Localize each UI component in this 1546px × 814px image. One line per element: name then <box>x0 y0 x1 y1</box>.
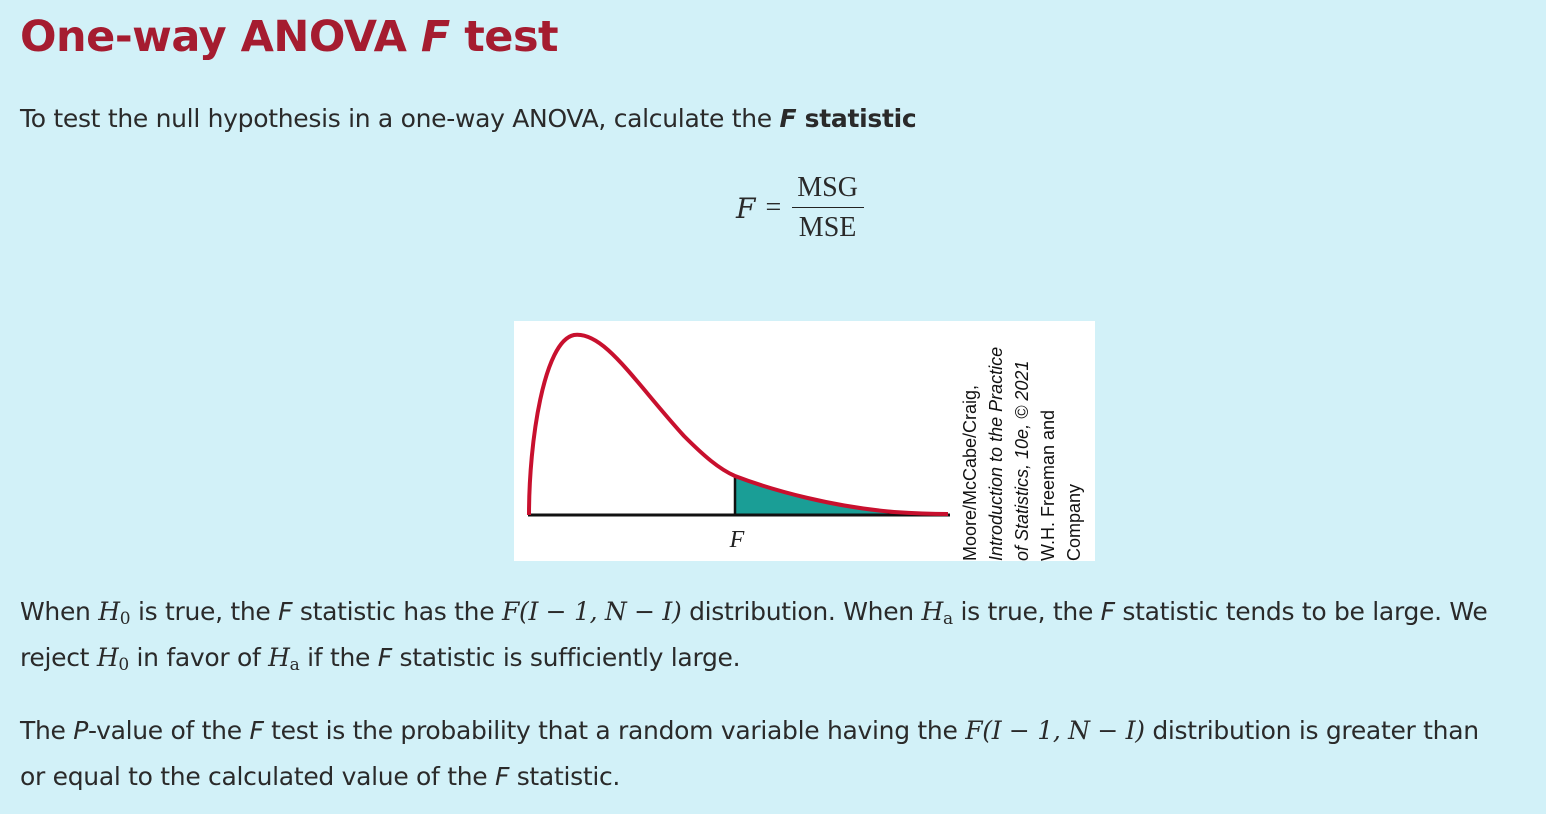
upper-tail-shade <box>735 476 948 515</box>
f-statistic-equation: F = MSG MSE <box>736 172 864 244</box>
null-distribution-paragraph: When H0 is true, the F statistic has the… <box>20 597 1488 675</box>
p-value-paragraph: The P-value of the F test is the probabi… <box>20 716 1479 791</box>
equation-lhs: F <box>736 191 756 225</box>
critical-value-label: F <box>729 527 745 553</box>
image-credit: Moore/McCabe/Craig, Introduction to the … <box>960 346 1084 561</box>
equation-numerator: MSG <box>797 172 858 203</box>
f-distribution-figure: F Moore/McCabe/Craig, Introduction to th… <box>514 321 1095 561</box>
f-density-curve <box>527 332 949 516</box>
equation-equals: = <box>765 192 782 223</box>
page-title: One-way ANOVA F test <box>20 12 559 62</box>
equation-denominator: MSE <box>798 212 857 243</box>
equation-fraction: MSG MSE <box>791 172 864 244</box>
intro-paragraph: To test the null hypothesis in a one-way… <box>20 104 917 133</box>
